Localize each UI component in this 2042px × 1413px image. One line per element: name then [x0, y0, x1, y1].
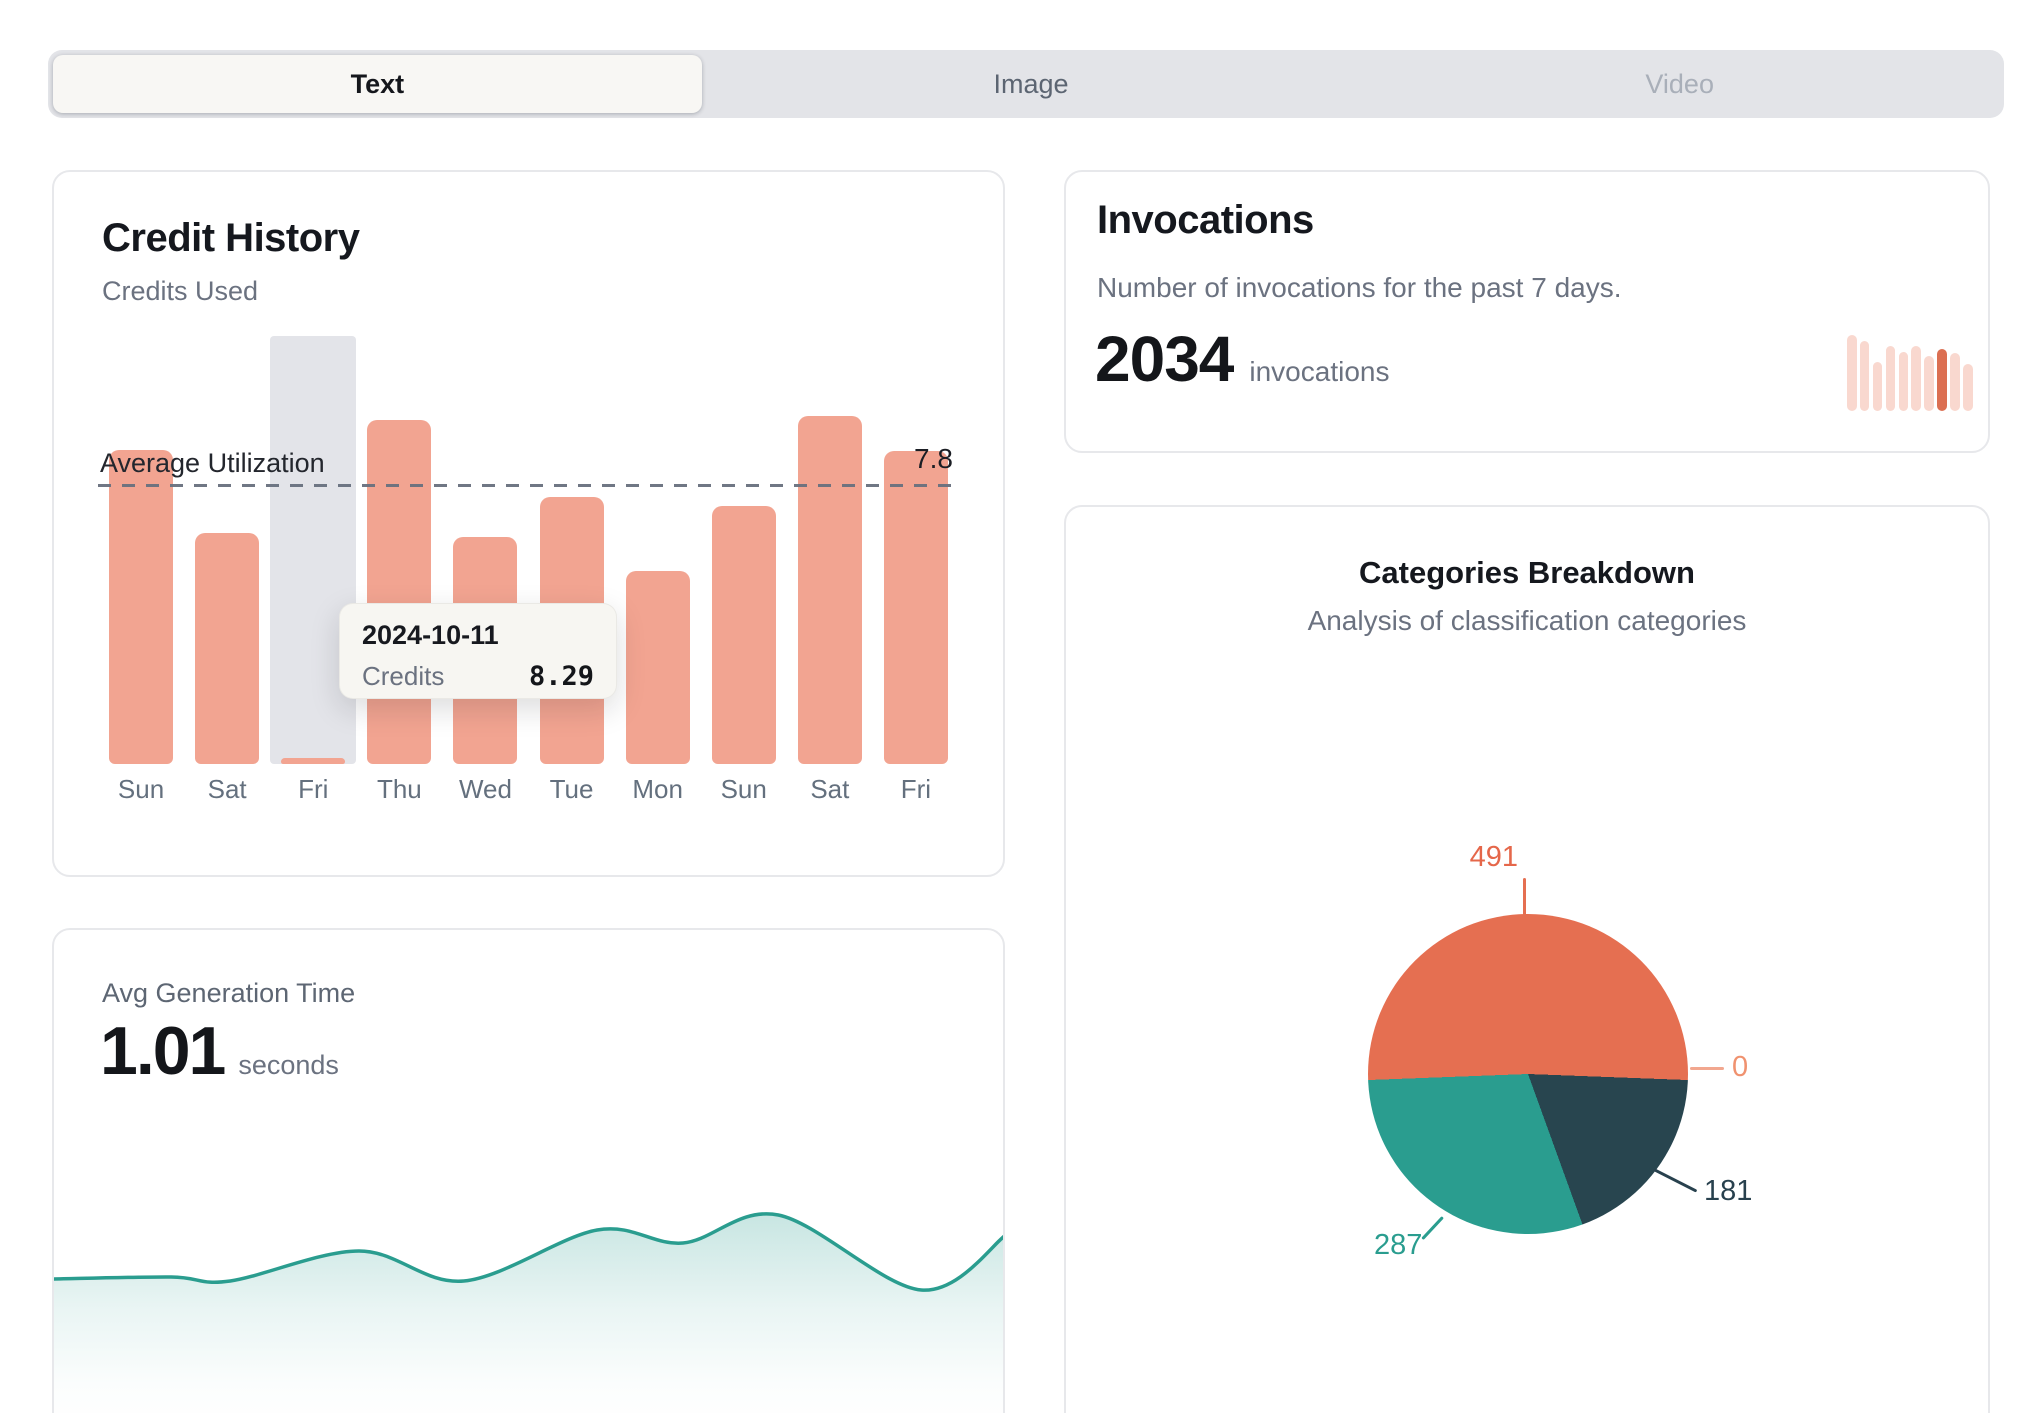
- tab-video[interactable]: Video: [1645, 68, 1714, 99]
- credit-history-subtitle: Credits Used: [102, 276, 259, 306]
- sparkline-bar-highlighted: [1937, 349, 1947, 411]
- categories-breakdown-card: Categories Breakdown Analysis of classif…: [1064, 505, 1990, 1413]
- credit-bar-sun-0[interactable]: [109, 449, 174, 764]
- invocations-subtitle: Number of invocations for the past 7 day…: [1097, 272, 1622, 303]
- area-line: [54, 1212, 1003, 1292]
- credit-bar-fri-9[interactable]: [883, 450, 948, 764]
- credit-history-card: Credit History Credits Used Average Util…: [52, 170, 1005, 877]
- x-axis-label: Fri: [298, 774, 329, 804]
- sparkline-bar: [1885, 346, 1896, 411]
- invocations-count: 2034: [1095, 323, 1234, 395]
- chart-tooltip: 2024-10-11 Credits 8.29: [339, 603, 617, 699]
- credit-history-bar-chart[interactable]: [98, 336, 959, 764]
- x-axis-label: Sun: [720, 774, 767, 804]
- sparkline-bar: [1963, 364, 1973, 411]
- pie-callout-line-287: [1421, 1216, 1444, 1241]
- credit-bar-thu-3[interactable]: [367, 420, 432, 764]
- credit-bar-mon-6[interactable]: [625, 570, 690, 764]
- tooltip-value: 8.29: [528, 661, 594, 692]
- average-utilization-value: 7.8: [914, 443, 953, 474]
- tab-text[interactable]: Text: [53, 55, 702, 113]
- pie-label-0: 0: [1732, 1051, 1749, 1083]
- credit-bar-fri-2[interactable]: [281, 757, 346, 764]
- categories-subtitle: Analysis of classification categories: [1307, 605, 1747, 636]
- x-axis-label: Mon: [632, 774, 683, 804]
- avg-generation-time-value: 1.01: [100, 1013, 226, 1089]
- avg-generation-time-card: Avg Generation Time 1.01 seconds: [52, 928, 1005, 1413]
- average-utilization-line: [98, 484, 959, 487]
- invocations-unit: invocations: [1249, 356, 1390, 387]
- pie-label-287: 287: [1374, 1229, 1423, 1261]
- x-axis-label: Sun: [117, 774, 165, 804]
- x-axis-label: Tue: [549, 774, 594, 804]
- sparkline-bar: [1859, 341, 1870, 411]
- pie-label-491: 491: [1469, 841, 1518, 873]
- avg-generation-time-title: Avg Generation Time: [102, 978, 356, 1008]
- sparkline-bar: [1950, 353, 1960, 411]
- credit-bar-sun-7[interactable]: [711, 505, 776, 764]
- credit-bar-sat-8[interactable]: [797, 416, 862, 764]
- x-axis-label: Wed: [458, 774, 512, 804]
- x-axis-label: Fri: [900, 774, 932, 804]
- x-axis-label: Sat: [207, 774, 247, 804]
- categories-pie-chart[interactable]: [1368, 914, 1688, 1234]
- sparkline-bar: [1898, 352, 1909, 411]
- invocations-sparkline: [1847, 327, 1987, 411]
- credit-bar-sat-1[interactable]: [195, 533, 260, 764]
- generation-time-area-chart: [54, 1212, 1003, 1413]
- media-type-tabs: Text Image Video: [48, 50, 2004, 118]
- invocations-card: Invocations Number of invocations for th…: [1064, 170, 1990, 453]
- sparkline-bar: [1872, 362, 1883, 411]
- tooltip-series-label: Credits: [362, 661, 445, 691]
- sparkline-bar: [1911, 346, 1921, 411]
- credit-history-title: Credit History: [102, 216, 360, 260]
- area-fill: [54, 1213, 1003, 1413]
- x-axis-label: Sat: [810, 774, 850, 804]
- bar-chart-x-axis: Sun Sat Fri Thu Wed Tue Mon Sun Sat Fri: [98, 774, 959, 804]
- pie-label-181: 181: [1704, 1175, 1753, 1207]
- tab-image[interactable]: Image: [993, 68, 1069, 99]
- sparkline-bar: [1847, 335, 1857, 411]
- categories-title: Categories Breakdown: [1359, 555, 1695, 590]
- pie-callout-line-0: [1690, 1067, 1724, 1070]
- pie-callout-line-491: [1523, 878, 1526, 916]
- sparkline-bar: [1924, 356, 1934, 411]
- x-axis-label: Thu: [376, 774, 422, 804]
- hovered-bar-band: [270, 336, 357, 764]
- avg-generation-time-unit: seconds: [238, 1050, 339, 1080]
- tooltip-date: 2024-10-11: [362, 620, 499, 650]
- average-utilization-label: Average Utilization: [100, 448, 325, 478]
- invocations-title: Invocations: [1097, 198, 1314, 242]
- pie-callout-line-181: [1653, 1168, 1698, 1193]
